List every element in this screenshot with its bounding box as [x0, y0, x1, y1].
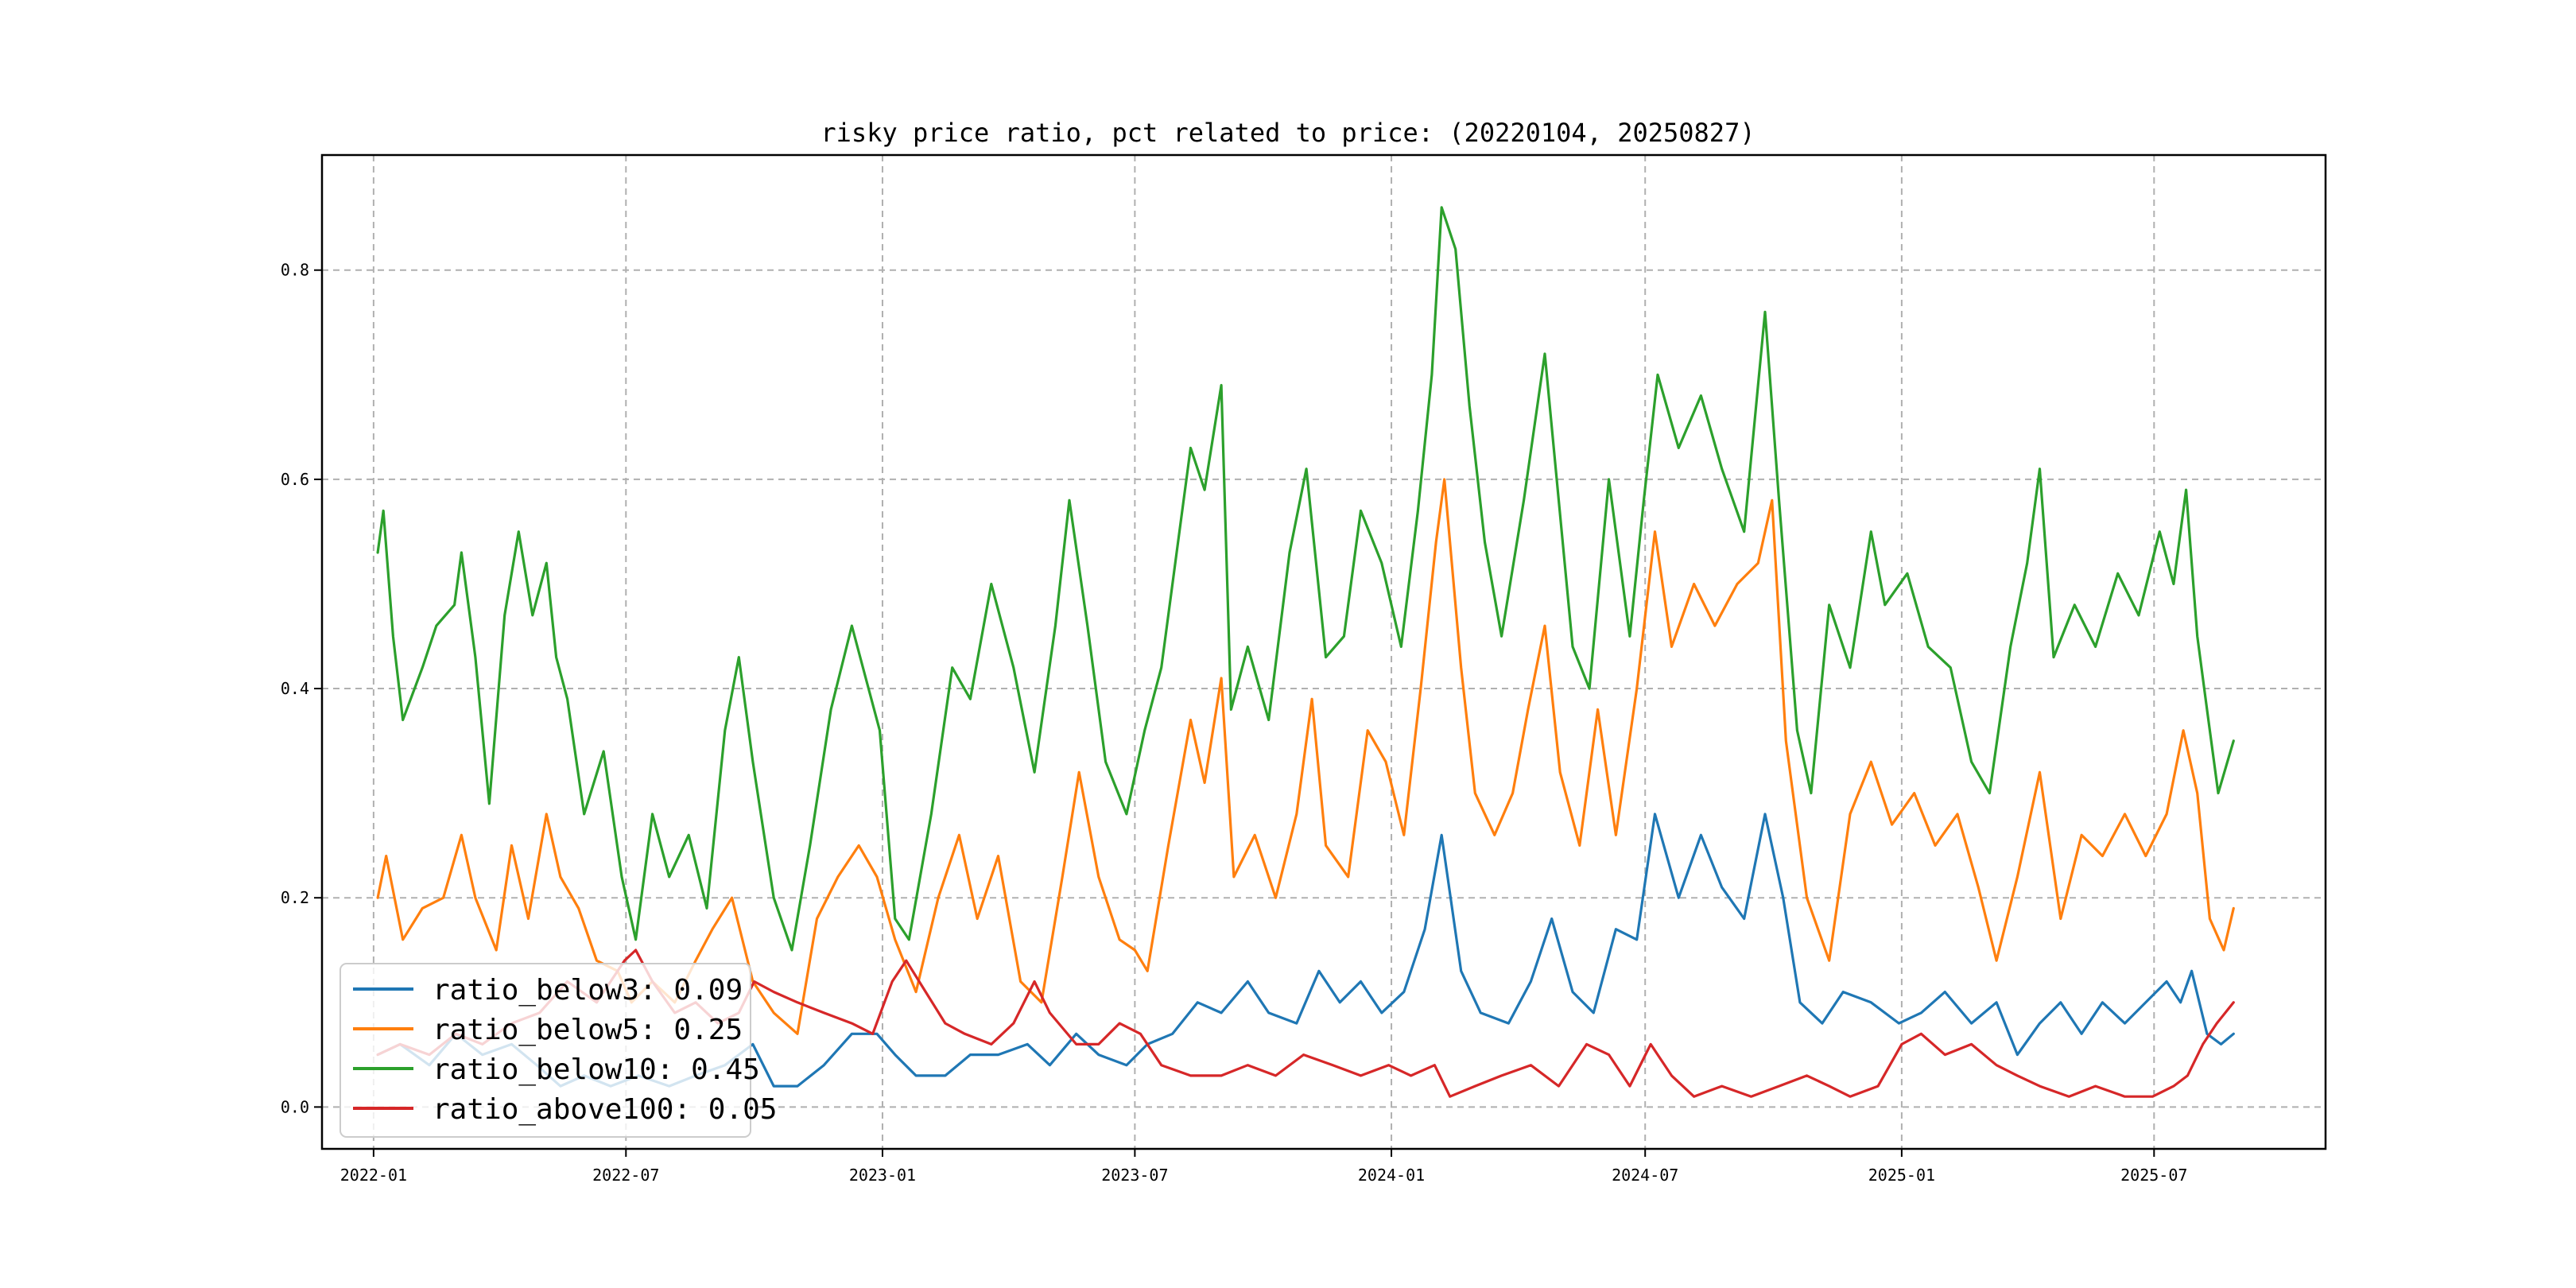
- legend-label: ratio_below5: 0.25: [433, 1014, 743, 1046]
- x-tick-label: 2022-07: [592, 1166, 659, 1185]
- y-tick-label: 0.6: [281, 470, 309, 489]
- y-tick-label: 0.8: [281, 261, 309, 280]
- legend: ratio_below3: 0.09 ratio_below5: 0.25 rati…: [339, 963, 777, 1138]
- x-tick-label: 2023-07: [1101, 1166, 1168, 1185]
- x-tick-label: 2025-07: [2120, 1166, 2187, 1185]
- x-tick-label: 2022-01: [340, 1166, 407, 1185]
- legend-box: [339, 963, 751, 1138]
- y-tick-label: 0.0: [281, 1097, 309, 1116]
- y-tick-label: 0.4: [281, 679, 309, 698]
- x-tick-label: 2023-01: [849, 1166, 916, 1185]
- chart-title: risky price ratio, pct related to price:…: [821, 118, 1755, 148]
- y-tick-label: 0.2: [281, 888, 309, 907]
- legend-label: ratio_below3: 0.09: [433, 974, 743, 1007]
- x-tick-label: 2024-07: [1612, 1166, 1678, 1185]
- axis-ticks: 2022-01 2022-07 2023-01 2023-07 2024-01 2024-…: [281, 261, 2188, 1185]
- legend-label: ratio_below10: 0.45: [433, 1053, 760, 1086]
- plot-frame: [320, 153, 2327, 1150]
- legend-label: ratio_above100: 0.05: [433, 1093, 777, 1126]
- x-tick-label: 2025-01: [1868, 1166, 1935, 1185]
- x-tick-label: 2024-01: [1358, 1166, 1425, 1185]
- series-line-ratio-below10: [376, 206, 2235, 952]
